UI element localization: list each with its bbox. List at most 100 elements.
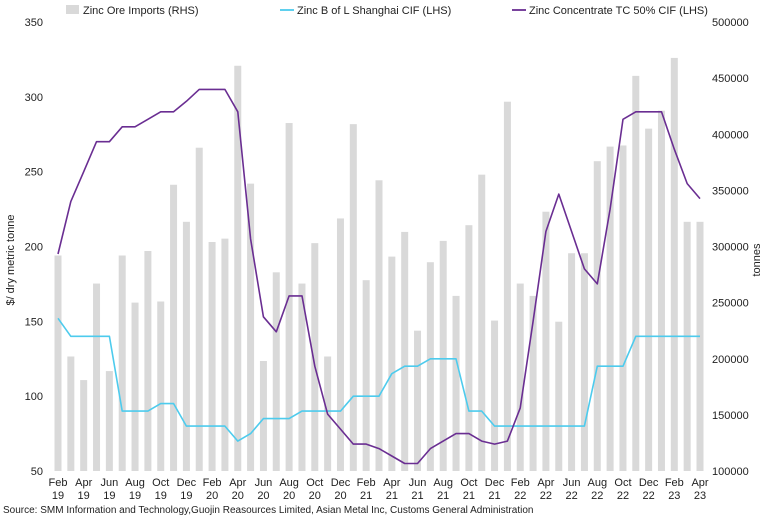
legend-swatch-bar — [66, 5, 79, 14]
bar-zinc-ore-imports — [388, 256, 396, 471]
bar-zinc-ore-imports — [606, 146, 614, 471]
legend: Zinc Ore Imports (RHS) Zinc B of L Shangh… — [66, 5, 708, 17]
x-tick-month: Jun — [100, 477, 118, 489]
x-tick-month: Jun — [563, 477, 581, 489]
left-tick-label: 300 — [25, 92, 43, 104]
x-tick-month: Apr — [691, 477, 708, 489]
x-tick-year: 20 — [283, 490, 295, 502]
x-tick-month: Dec — [331, 477, 351, 489]
x-tick-year: 20 — [232, 490, 244, 502]
bar-zinc-ore-imports — [516, 283, 524, 471]
right-tick-label: 450000 — [712, 73, 749, 85]
left-tick-label: 50 — [31, 466, 43, 478]
bar-zinc-ore-imports — [580, 253, 588, 471]
right-tick-label: 100000 — [712, 466, 749, 478]
left-axis-ticks: 50 100 150 200 250 300 350 — [25, 17, 43, 478]
x-tick-year: 22 — [617, 490, 629, 502]
right-tick-label: 150000 — [712, 410, 749, 422]
x-axis-ticks: Feb19Apr19Jun19Aug19Oct19Dec19Feb20Apr20… — [49, 477, 709, 502]
chart: 50 100 150 200 250 300 350 100000 150000 200000 2… — [5, 5, 763, 502]
left-axis-title: $/ dry metric tonne — [5, 214, 17, 305]
bar-zinc-ore-imports — [311, 243, 319, 471]
x-tick-year: 20 — [206, 490, 218, 502]
x-tick-month: Feb — [357, 477, 376, 489]
x-tick-year: 20 — [334, 490, 346, 502]
bar-zinc-ore-imports — [568, 253, 576, 471]
x-tick-year: 22 — [540, 490, 552, 502]
right-tick-label: 200000 — [712, 354, 749, 366]
legend-item: Zinc Ore Imports (RHS) — [66, 5, 199, 17]
bar-zinc-ore-imports — [375, 180, 383, 471]
right-tick-label: 350000 — [712, 185, 749, 197]
x-tick-year: 19 — [52, 490, 64, 502]
x-tick-month: Aug — [125, 477, 145, 489]
x-tick-year: 21 — [411, 490, 423, 502]
bar-zinc-ore-imports — [657, 110, 665, 472]
left-tick-label: 150 — [25, 316, 43, 328]
x-tick-month: Aug — [279, 477, 299, 489]
bar-zinc-ore-imports — [645, 128, 653, 471]
x-tick-month: Feb — [511, 477, 530, 489]
bar-zinc-ore-imports — [221, 238, 229, 471]
x-tick-year: 22 — [643, 490, 655, 502]
x-tick-year: 22 — [591, 490, 603, 502]
x-tick-month: Feb — [49, 477, 68, 489]
legend-label: Zinc B of L Shanghai CIF (LHS) — [297, 5, 451, 17]
bar-zinc-ore-imports — [336, 218, 344, 471]
bar-zinc-ore-imports — [401, 231, 409, 471]
bar-zinc-ore-imports — [247, 183, 255, 471]
x-tick-year: 19 — [155, 490, 167, 502]
left-tick-label: 200 — [25, 242, 43, 254]
bar-zinc-ore-imports — [259, 360, 267, 471]
bar-zinc-ore-imports — [234, 65, 242, 471]
right-axis-ticks: 100000 150000 200000 250000 300000 350000 4000… — [712, 17, 749, 478]
bar-zinc-ore-imports — [683, 221, 691, 471]
bar-zinc-ore-imports — [298, 283, 306, 471]
x-tick-month: Oct — [460, 477, 477, 489]
bar-zinc-ore-imports — [272, 272, 280, 471]
x-tick-year: 22 — [514, 490, 526, 502]
x-tick-month: Feb — [665, 477, 684, 489]
bar-zinc-ore-imports — [414, 330, 422, 471]
bar-zinc-ore-imports — [170, 184, 178, 471]
bar-zinc-ore-imports — [555, 321, 563, 471]
bar-zinc-ore-imports — [619, 145, 627, 471]
right-axis-title: tonnes — [751, 243, 763, 277]
x-tick-year: 21 — [386, 490, 398, 502]
bar-zinc-ore-imports — [696, 221, 704, 471]
x-tick-year: 21 — [488, 490, 500, 502]
x-tick-month: Apr — [383, 477, 400, 489]
bar-zinc-ore-imports — [93, 283, 101, 471]
bar-zinc-ore-imports — [465, 225, 473, 471]
x-tick-month: Apr — [537, 477, 554, 489]
bar-zinc-ore-imports — [478, 174, 486, 471]
x-tick-month: Aug — [587, 477, 607, 489]
x-tick-month: Dec — [177, 477, 197, 489]
x-tick-month: Dec — [639, 477, 659, 489]
bar-zinc-ore-imports — [632, 75, 640, 471]
bar-zinc-ore-imports — [362, 280, 370, 471]
bar-zinc-ore-imports — [542, 211, 550, 471]
x-tick-year: 21 — [360, 490, 372, 502]
x-tick-month: Oct — [306, 477, 323, 489]
legend-label: Zinc Concentrate TC 50% CIF (LHS) — [529, 5, 708, 17]
bar-zinc-ore-imports — [54, 255, 62, 471]
bar-zinc-ore-imports — [208, 242, 216, 471]
x-tick-year: 20 — [309, 490, 321, 502]
x-tick-year: 22 — [565, 490, 577, 502]
bar-zinc-ore-imports — [439, 240, 447, 471]
x-tick-year: 21 — [437, 490, 449, 502]
legend-item: Zinc B of L Shanghai CIF (LHS) — [280, 5, 451, 17]
bar-zinc-ore-imports — [349, 124, 357, 472]
x-tick-month: Oct — [152, 477, 169, 489]
x-tick-month: Oct — [614, 477, 631, 489]
x-tick-month: Apr — [229, 477, 246, 489]
right-tick-label: 400000 — [712, 129, 749, 141]
legend-item: Zinc Concentrate TC 50% CIF (LHS) — [512, 5, 708, 17]
x-tick-year: 21 — [463, 490, 475, 502]
x-tick-year: 19 — [129, 490, 141, 502]
bar-zinc-ore-imports — [144, 250, 152, 471]
bar-zinc-ore-imports — [426, 262, 434, 471]
x-tick-month: Jun — [409, 477, 427, 489]
line-zinc-b-of-l-shanghai — [57, 317, 700, 442]
